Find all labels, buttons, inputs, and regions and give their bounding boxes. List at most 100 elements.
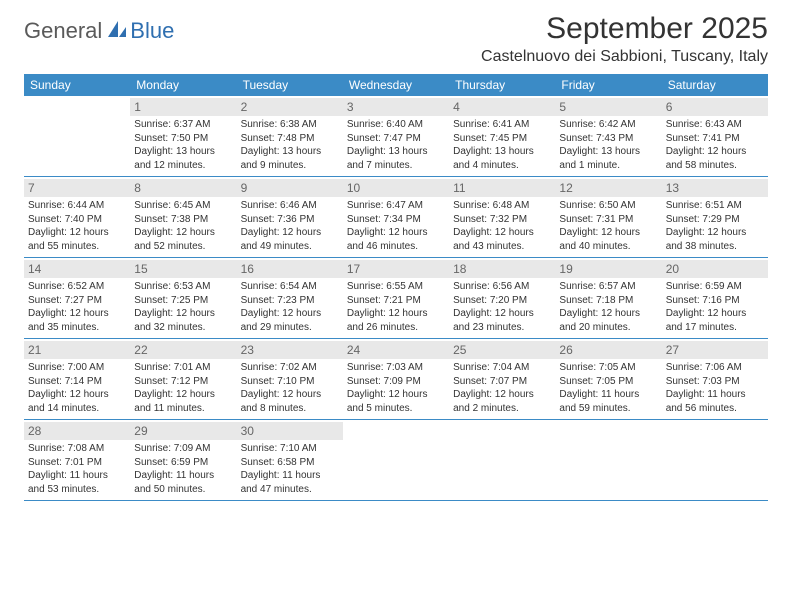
daylight: Daylight: 12 hours and 35 minutes. bbox=[28, 307, 126, 334]
sunrise: Sunrise: 6:56 AM bbox=[453, 280, 551, 294]
sunrise: Sunrise: 6:41 AM bbox=[453, 118, 551, 132]
sunset: Sunset: 7:23 PM bbox=[241, 294, 339, 308]
daylight: Daylight: 12 hours and 49 minutes. bbox=[241, 226, 339, 253]
day-number: 26 bbox=[555, 341, 661, 359]
day-cell: 19Sunrise: 6:57 AMSunset: 7:18 PMDayligh… bbox=[555, 258, 661, 338]
daylight: Daylight: 12 hours and 11 minutes. bbox=[134, 388, 232, 415]
daylight: Daylight: 13 hours and 9 minutes. bbox=[241, 145, 339, 172]
calendar: SundayMondayTuesdayWednesdayThursdayFrid… bbox=[24, 74, 768, 501]
week-row: 28Sunrise: 7:08 AMSunset: 7:01 PMDayligh… bbox=[24, 420, 768, 501]
sunset: Sunset: 7:18 PM bbox=[559, 294, 657, 308]
sunset: Sunset: 7:38 PM bbox=[134, 213, 232, 227]
sunrise: Sunrise: 6:45 AM bbox=[134, 199, 232, 213]
sunset: Sunset: 7:01 PM bbox=[28, 456, 126, 470]
day-number: 13 bbox=[662, 179, 768, 197]
day-cell: 7Sunrise: 6:44 AMSunset: 7:40 PMDaylight… bbox=[24, 177, 130, 257]
day-number: 5 bbox=[555, 98, 661, 116]
day-number: 4 bbox=[449, 98, 555, 116]
day-cell bbox=[24, 96, 130, 176]
day-number: 20 bbox=[662, 260, 768, 278]
dow-header: Thursday bbox=[449, 74, 555, 96]
day-cell: 14Sunrise: 6:52 AMSunset: 7:27 PMDayligh… bbox=[24, 258, 130, 338]
day-number: 14 bbox=[24, 260, 130, 278]
sunset: Sunset: 7:12 PM bbox=[134, 375, 232, 389]
dow-header: Saturday bbox=[662, 74, 768, 96]
day-number: 22 bbox=[130, 341, 236, 359]
day-cell: 20 Sunrise: 6:59 AMSunset: 7:16 PMDayligh… bbox=[662, 258, 768, 338]
day-number: 21 bbox=[24, 341, 130, 359]
daylight: Daylight: 11 hours and 59 minutes. bbox=[559, 388, 657, 415]
daylight: Daylight: 12 hours and 55 minutes. bbox=[28, 226, 126, 253]
day-number: 28 bbox=[24, 422, 130, 440]
day-number: 9 bbox=[237, 179, 343, 197]
sunset: Sunset: 7:25 PM bbox=[134, 294, 232, 308]
day-cell: 13Sunrise: 6:51 AMSunset: 7:29 PMDayligh… bbox=[662, 177, 768, 257]
sunset: Sunset: 7:40 PM bbox=[28, 213, 126, 227]
sunrise: Sunrise: 6:46 AM bbox=[241, 199, 339, 213]
daylight: Daylight: 13 hours and 1 minute. bbox=[559, 145, 657, 172]
day-number: 19 bbox=[555, 260, 661, 278]
sunset: Sunset: 7:09 PM bbox=[347, 375, 445, 389]
header: General Blue September 2025 Castelnuovo … bbox=[24, 12, 768, 66]
day-cell: 8 Sunrise: 6:45 AMSunset: 7:38 PMDaylight… bbox=[130, 177, 236, 257]
sunrise: Sunrise: 6:40 AM bbox=[347, 118, 445, 132]
day-number: 30 bbox=[237, 422, 343, 440]
sunset: Sunset: 7:29 PM bbox=[666, 213, 764, 227]
day-cell: 3Sunrise: 6:40 AMSunset: 7:47 PMDaylight… bbox=[343, 96, 449, 176]
week-row: 7Sunrise: 6:44 AMSunset: 7:40 PMDaylight… bbox=[24, 177, 768, 258]
daylight: Daylight: 12 hours and 52 minutes. bbox=[134, 226, 232, 253]
daylight: Daylight: 12 hours and 58 minutes. bbox=[666, 145, 764, 172]
sunset: Sunset: 7:47 PM bbox=[347, 132, 445, 146]
day-number: 8 bbox=[130, 179, 236, 197]
daylight: Daylight: 11 hours and 50 minutes. bbox=[134, 469, 232, 496]
sunrise: Sunrise: 6:38 AM bbox=[241, 118, 339, 132]
sunset: Sunset: 7:14 PM bbox=[28, 375, 126, 389]
daylight: Daylight: 12 hours and 26 minutes. bbox=[347, 307, 445, 334]
daylight: Daylight: 12 hours and 38 minutes. bbox=[666, 226, 764, 253]
daylight: Daylight: 12 hours and 20 minutes. bbox=[559, 307, 657, 334]
daylight: Daylight: 12 hours and 23 minutes. bbox=[453, 307, 551, 334]
daylight: Daylight: 12 hours and 32 minutes. bbox=[134, 307, 232, 334]
dow-header: Friday bbox=[555, 74, 661, 96]
day-number: 24 bbox=[343, 341, 449, 359]
day-number: 2 bbox=[237, 98, 343, 116]
sunrise: Sunrise: 6:54 AM bbox=[241, 280, 339, 294]
day-cell: 2 Sunrise: 6:38 AMSunset: 7:48 PMDaylight… bbox=[237, 96, 343, 176]
sunrise: Sunrise: 6:37 AM bbox=[134, 118, 232, 132]
sunset: Sunset: 7:27 PM bbox=[28, 294, 126, 308]
day-cell: 4Sunrise: 6:41 AMSunset: 7:45 PMDaylight… bbox=[449, 96, 555, 176]
sunrise: Sunrise: 7:05 AM bbox=[559, 361, 657, 375]
sunrise: Sunrise: 7:09 AM bbox=[134, 442, 232, 456]
page-title: September 2025 bbox=[481, 12, 768, 46]
daylight: Daylight: 12 hours and 46 minutes. bbox=[347, 226, 445, 253]
day-number: 23 bbox=[237, 341, 343, 359]
sunset: Sunset: 7:50 PM bbox=[134, 132, 232, 146]
daylight: Daylight: 12 hours and 40 minutes. bbox=[559, 226, 657, 253]
sunset: Sunset: 7:10 PM bbox=[241, 375, 339, 389]
sunrise: Sunrise: 6:47 AM bbox=[347, 199, 445, 213]
dow-header: Sunday bbox=[24, 74, 130, 96]
sunset: Sunset: 7:16 PM bbox=[666, 294, 764, 308]
dow-header: Tuesday bbox=[237, 74, 343, 96]
daylight: Daylight: 12 hours and 17 minutes. bbox=[666, 307, 764, 334]
daylight: Daylight: 12 hours and 5 minutes. bbox=[347, 388, 445, 415]
day-cell: 22Sunrise: 7:01 AMSunset: 7:12 PMDayligh… bbox=[130, 339, 236, 419]
sunset: Sunset: 7:32 PM bbox=[453, 213, 551, 227]
sunrise: Sunrise: 6:42 AM bbox=[559, 118, 657, 132]
day-number: 10 bbox=[343, 179, 449, 197]
day-number: 29 bbox=[130, 422, 236, 440]
day-cell: 12Sunrise: 6:50 AMSunset: 7:31 PMDayligh… bbox=[555, 177, 661, 257]
week-row: 14Sunrise: 6:52 AMSunset: 7:27 PMDayligh… bbox=[24, 258, 768, 339]
dow-header: Wednesday bbox=[343, 74, 449, 96]
day-cell: 25Sunrise: 7:04 AMSunset: 7:07 PMDayligh… bbox=[449, 339, 555, 419]
location: Castelnuovo dei Sabbioni, Tuscany, Italy bbox=[481, 48, 768, 66]
dow-header: Monday bbox=[130, 74, 236, 96]
day-cell: 29Sunrise: 7:09 AMSunset: 6:59 PMDayligh… bbox=[130, 420, 236, 500]
sunset: Sunset: 7:48 PM bbox=[241, 132, 339, 146]
day-number: 27 bbox=[662, 341, 768, 359]
day-cell: 21Sunrise: 7:00 AMSunset: 7:14 PMDayligh… bbox=[24, 339, 130, 419]
sunrise: Sunrise: 6:59 AM bbox=[666, 280, 764, 294]
daylight: Daylight: 11 hours and 53 minutes. bbox=[28, 469, 126, 496]
day-cell: 30Sunrise: 7:10 AMSunset: 6:58 PMDayligh… bbox=[237, 420, 343, 500]
dow-row: SundayMondayTuesdayWednesdayThursdayFrid… bbox=[24, 74, 768, 96]
